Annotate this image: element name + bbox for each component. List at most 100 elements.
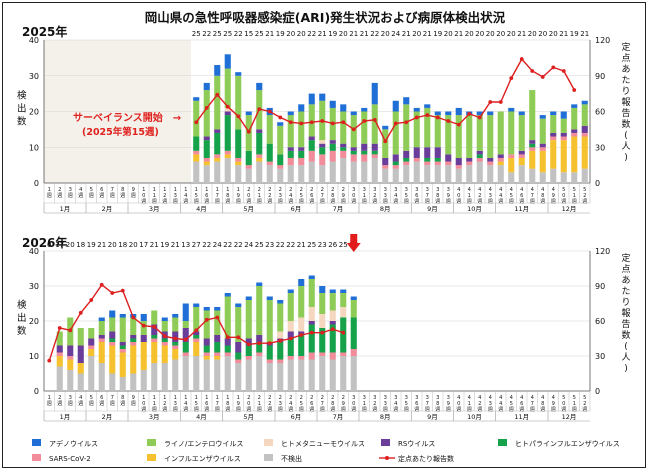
bar-segment-sars — [224, 150, 231, 155]
bar-segment-rsv — [445, 154, 452, 162]
bar-segment-flu — [203, 161, 210, 166]
week-label-char: 週 — [309, 405, 314, 413]
bar-segment-flu — [550, 140, 557, 169]
week-label-char: 8 — [226, 401, 229, 407]
y-axis-label-left: 検出数 — [17, 299, 27, 337]
chart-frame — [2, 2, 646, 468]
sentinel-rate-point — [141, 323, 146, 328]
bar-segment-flu — [508, 157, 515, 173]
bar-segment-rhino — [98, 321, 105, 335]
bar-segment-adeno — [508, 107, 515, 112]
weekly-count-label: 20 — [507, 30, 516, 38]
week-label-char: 週 — [404, 405, 409, 413]
bar-segment-rsv — [298, 147, 305, 151]
week-label-char: 週 — [194, 405, 199, 413]
week-label-char: 1 — [153, 187, 156, 193]
bar-segment-rsv — [497, 154, 504, 158]
legend-swatch — [381, 439, 390, 446]
week-label-char: 週 — [204, 405, 209, 413]
sentinel-rate-point — [540, 75, 545, 79]
weekly-count-label: 23 — [318, 241, 327, 249]
week-label-char: 週 — [540, 405, 545, 413]
bar-segment-none — [161, 363, 168, 391]
week-label-char: 週 — [78, 191, 83, 199]
weekly-count-label: 15 — [244, 30, 253, 38]
month-label: 5月 — [243, 205, 254, 213]
week-label-char: 0 — [457, 193, 460, 199]
week-label-char: 1 — [153, 401, 156, 407]
week-label-char: 4 — [394, 401, 398, 407]
week-label-char: 週 — [278, 197, 283, 205]
week-label-char: 5 — [562, 187, 565, 193]
legend-marker-swatch — [385, 456, 389, 460]
bar-segment-sars — [403, 161, 410, 166]
week-label-char: 週 — [425, 197, 430, 205]
bar-segment-hpiv — [298, 150, 305, 158]
y-label-char: 出 — [17, 312, 27, 324]
weekly-count-label: 26 — [328, 241, 337, 249]
bar-segment-rhino — [455, 115, 462, 158]
bar-segment-rhino — [88, 328, 95, 339]
bar-segment-rhino — [224, 68, 231, 108]
y-label-char: 告 — [621, 318, 630, 330]
bar-segment-sars — [172, 345, 179, 349]
week-label-char: 3 — [69, 395, 72, 401]
sentinel-rate-point — [194, 328, 199, 333]
bar-segment-adeno — [256, 82, 263, 91]
week-label-char: 週 — [582, 405, 587, 413]
week-label-char: 2 — [268, 187, 271, 193]
week-label-char: 2 — [279, 187, 282, 193]
bar-segment-rsv — [182, 328, 189, 342]
week-label-char: 週 — [530, 405, 535, 413]
bar-segment-none — [98, 363, 105, 391]
bar-segment-rhino — [203, 310, 210, 339]
bar-segment-rhino — [434, 115, 441, 148]
week-label-char: 3 — [352, 395, 355, 401]
week-label-char: 9 — [552, 193, 555, 199]
bar-segment-none — [67, 370, 74, 391]
bar-segment-rsv — [77, 345, 84, 363]
bar-segment-rhino — [140, 321, 147, 335]
week-label-char: 週 — [456, 405, 461, 413]
week-label-char: 4 — [541, 187, 545, 193]
week-label-char: 週 — [330, 197, 335, 205]
week-label-char: 1 — [226, 187, 229, 193]
month-label: 6月 — [291, 413, 302, 421]
sentinel-rate-point — [246, 342, 251, 347]
weekly-count-label: 20 — [129, 241, 138, 249]
week-label-char: 9 — [447, 401, 450, 407]
week-label-char: 4 — [457, 395, 461, 401]
legend-label: 定点あたり報告数 — [398, 454, 454, 463]
bar-segment-sars — [109, 342, 116, 346]
bar-segment-rsv — [193, 331, 200, 335]
y-label-char: ( — [624, 131, 628, 141]
week-label-char: 週 — [551, 405, 556, 413]
week-label-char: 週 — [383, 197, 388, 205]
week-label-char: 0 — [352, 401, 355, 407]
week-label-char: 1 — [237, 187, 240, 193]
bar-segment-rhino — [287, 293, 294, 321]
bar-segment-adeno — [350, 296, 357, 300]
bar-segment-hpiv — [287, 338, 294, 356]
y-tick-right: 90 — [595, 72, 605, 81]
bar-segment-flu — [109, 345, 116, 374]
month-label: 1月 — [60, 205, 71, 213]
sentinel-rate-point — [267, 341, 272, 346]
bar-segment-adeno — [245, 111, 252, 116]
bar-segment-rsv — [56, 345, 63, 353]
legend-item-hpiv: ヒトパラインフルエンザウイルス — [498, 439, 620, 448]
bar-segment-rsv — [487, 157, 494, 162]
week-label-char: 週 — [383, 405, 388, 413]
sentinel-rate-point — [215, 92, 220, 97]
month-label: 5月 — [243, 413, 254, 421]
bar-segment-rsv — [539, 143, 546, 148]
bar-segment-hpiv — [266, 143, 273, 162]
bar-segment-adeno — [119, 314, 126, 318]
